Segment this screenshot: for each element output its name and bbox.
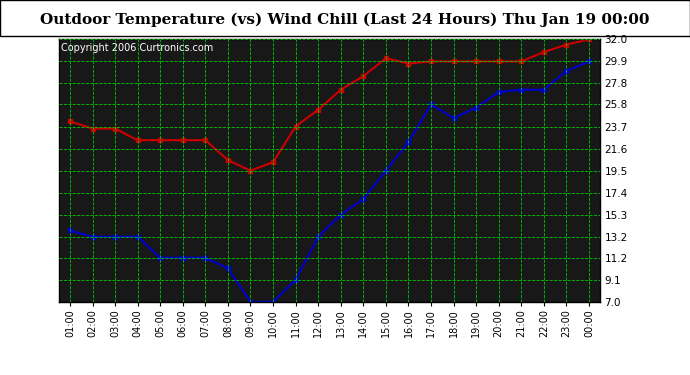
Text: Outdoor Temperature (vs) Wind Chill (Last 24 Hours) Thu Jan 19 00:00: Outdoor Temperature (vs) Wind Chill (Las… — [40, 12, 650, 27]
Text: Copyright 2006 Curtronics.com: Copyright 2006 Curtronics.com — [61, 44, 214, 53]
FancyBboxPatch shape — [0, 0, 690, 36]
